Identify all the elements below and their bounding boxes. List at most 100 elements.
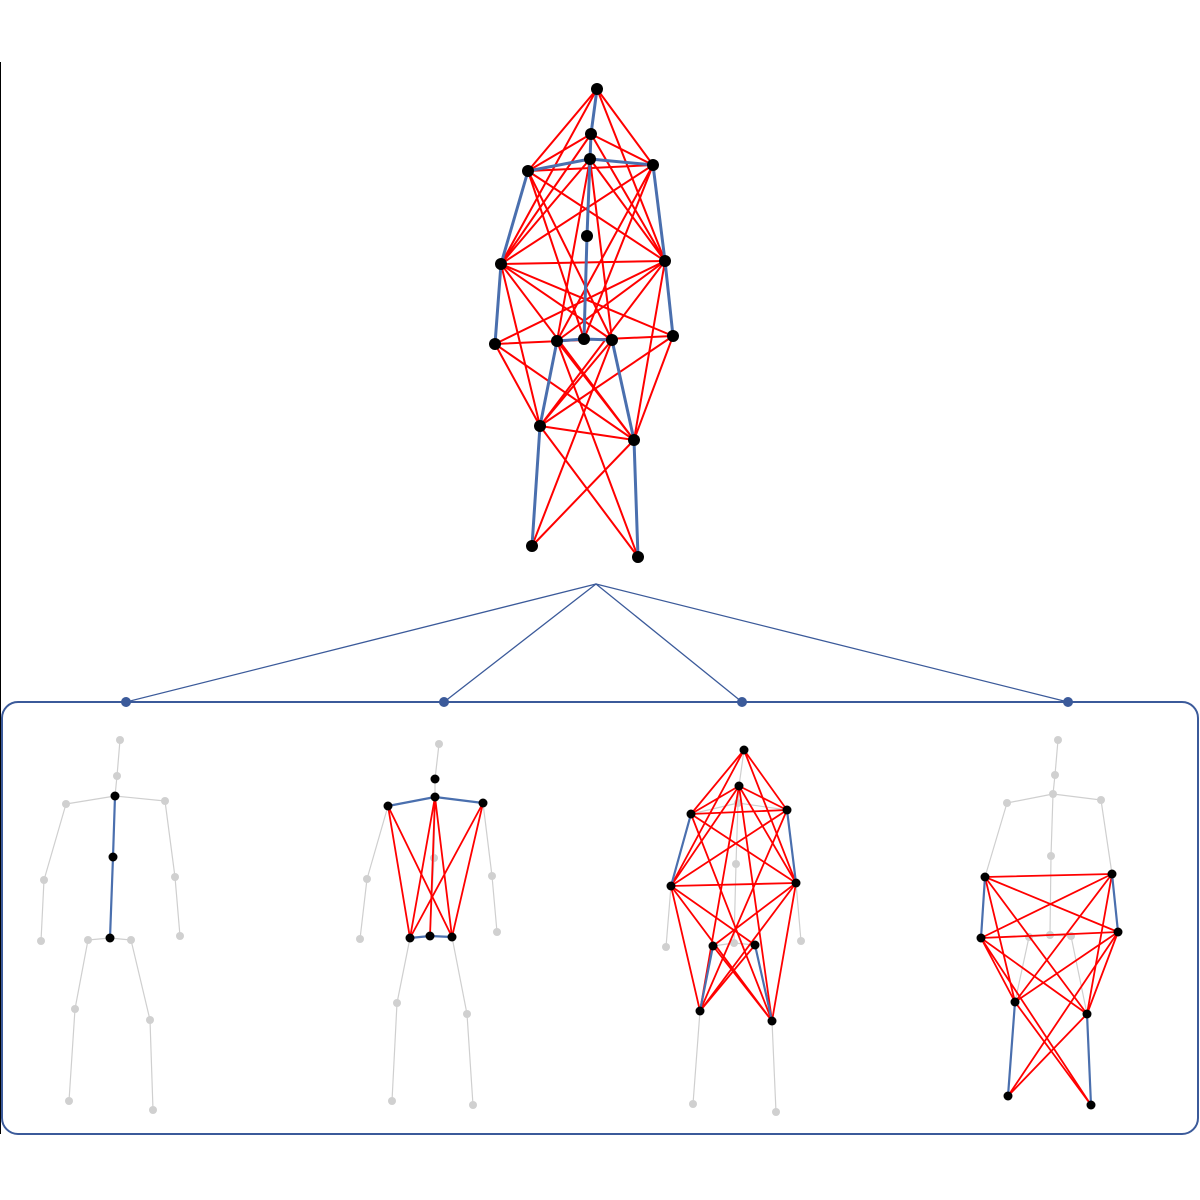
- joint-l_ankle: [1003, 1091, 1013, 1101]
- red-edge-head-r_knee: [738, 785, 773, 1022]
- joint-r_ankle: [1086, 1100, 1096, 1110]
- red-edge-head_top-l_shoulder: [690, 749, 745, 815]
- faded-joint-l_wrist: [356, 935, 364, 943]
- joint-r_knee: [767, 1016, 777, 1026]
- joint-l_shoulder: [686, 809, 696, 819]
- joint-r_shoulder: [647, 159, 659, 171]
- joint-neck: [430, 792, 440, 802]
- faded-joint-spine: [430, 854, 438, 862]
- faded-joint-l_wrist: [662, 943, 670, 951]
- faded-joint-r_wrist: [797, 937, 805, 945]
- faded-joint-r_hip: [127, 936, 135, 944]
- skeleton-spine: [37, 736, 184, 1114]
- blue-edge-l_shoulder-l_elbow: [669, 812, 693, 888]
- faded-joint-l_knee: [393, 999, 401, 1007]
- red-edge-l_knee-r_knee: [539, 425, 635, 441]
- red-edge-head-r_shoulder: [590, 133, 654, 166]
- red-edge-r_hip-l_knee: [539, 339, 613, 427]
- joint-head_top: [739, 745, 749, 755]
- tree-node-4: [1063, 697, 1073, 707]
- faded-joint-r_knee: [463, 1010, 471, 1018]
- joint-r_hip: [447, 932, 457, 942]
- red-edge-l_shoulder-r_shoulder: [690, 809, 788, 815]
- red-edge-head_top-l_elbow: [500, 88, 598, 265]
- red-edge-neck-r_elbow: [589, 158, 666, 262]
- faded-joint-l_ankle: [689, 1100, 697, 1108]
- faded-joint-r_shoulder: [161, 797, 169, 805]
- red-edge-r_hip-l_ankle: [531, 339, 613, 547]
- panel-border: [1, 701, 1199, 1135]
- red-edge-r_shoulder-l_elbow: [500, 164, 654, 265]
- faded-joint-head: [1051, 771, 1059, 779]
- red-edge-l_wrist-l_knee: [980, 937, 1016, 1003]
- tree-edge-3: [595, 583, 743, 703]
- red-edge-head-l_elbow: [500, 133, 592, 265]
- blue-edge-r_knee-r_ankle: [632, 438, 640, 559]
- faded-joint-l_elbow: [40, 876, 48, 884]
- joint-r_knee: [628, 434, 640, 446]
- blue-edge-head_top-head: [589, 87, 599, 136]
- red-edge-r_wrist-l_knee: [539, 335, 674, 427]
- blue-edge-neck-spine: [111, 794, 117, 859]
- joint-l_shoulder: [383, 801, 393, 811]
- joint-l_elbow: [666, 881, 676, 891]
- joint-r_elbow: [659, 255, 671, 267]
- partition-skeletons: [37, 736, 1123, 1116]
- faded-bone-l_elbow-l_wrist: [359, 878, 368, 940]
- red-edge-r_knee-l_ankle: [531, 439, 635, 547]
- blue-edge-neck-l_shoulder: [386, 795, 437, 808]
- red-edge-l_elbow-r_hip: [670, 885, 756, 946]
- red-edge-r_elbow-l_knee: [1014, 873, 1113, 1003]
- joint-neck: [584, 153, 596, 165]
- red-edge-head-l_elbow: [670, 785, 740, 887]
- blue-edge-r_knee-r_ankle: [1085, 1012, 1093, 1107]
- red-edge-l_hip-r_ankle: [556, 340, 639, 558]
- blue-edge-l_hip-l_knee: [698, 944, 715, 1013]
- red-edge-l_wrist-r_knee: [494, 343, 635, 441]
- red-edge-head_top-r_shoulder: [743, 749, 788, 811]
- faded-bone-neck-l_shoulder: [1006, 793, 1054, 804]
- faded-bone-l_elbow-l_wrist: [665, 885, 672, 948]
- faded-bone-head_top-head: [1054, 739, 1059, 776]
- joint-l_elbow: [495, 258, 507, 270]
- faded-joint-r_ankle: [469, 1101, 477, 1109]
- red-edge-r_shoulder-pelvis: [583, 164, 654, 340]
- blue-edge-r_elbow-r_wrist: [1110, 872, 1120, 934]
- joint-l_knee: [534, 420, 546, 432]
- red-edge-l_elbow-r_elbow: [500, 260, 666, 265]
- red-edge-r_shoulder-l_hip: [556, 164, 654, 342]
- blue-edge-r_elbow-r_wrist: [663, 259, 675, 338]
- red-edge-l_wrist-r_ankle: [980, 937, 1092, 1106]
- red-edge-r_elbow-r_knee: [771, 882, 797, 1022]
- red-edge-l_hip-r_knee: [556, 340, 635, 441]
- faded-joint-spine: [732, 860, 740, 868]
- red-edge-head-r_elbow: [738, 785, 797, 884]
- faded-joint-l_wrist: [37, 937, 45, 945]
- joint-l_knee: [1010, 997, 1020, 1007]
- blue-edge-spine-pelvis: [582, 234, 589, 341]
- faded-joint-pelvis: [730, 939, 738, 947]
- faded-bone-l_hip-l_knee: [74, 939, 89, 1010]
- red-edge-head_top-l_elbow: [670, 749, 745, 887]
- red-edge-l_hip-r_knee: [712, 945, 773, 1022]
- faded-bone-neck-r_shoulder: [114, 795, 166, 802]
- joint-neck: [110, 791, 120, 801]
- faded-bone-l_shoulder-l_elbow: [984, 802, 1008, 878]
- red-edge-head-l_shoulder: [527, 133, 592, 172]
- red-edge-l_wrist-l_knee: [494, 343, 541, 427]
- red-edge-l_elbow-r_knee: [984, 876, 1088, 1015]
- red-edge-l_elbow-r_hip: [500, 263, 613, 341]
- blue-edge-l_elbow-l_wrist: [493, 262, 503, 346]
- red-edge-neck-l_elbow: [500, 158, 591, 265]
- faded-bone-neck-spine: [735, 802, 739, 865]
- joint-r_wrist: [667, 330, 679, 342]
- blue-edge-neck-spine: [585, 157, 592, 238]
- faded-joint-r_wrist: [493, 928, 501, 936]
- faded-joint-l_elbow: [363, 875, 371, 883]
- red-edge-r_elbow-l_wrist: [494, 260, 666, 345]
- red-edge-head_top-r_shoulder: [596, 88, 654, 166]
- joint-r_elbow: [791, 878, 801, 888]
- joint-head: [585, 128, 597, 140]
- blue-edge-r_hip-r_knee: [610, 338, 636, 442]
- faded-joint-r_ankle: [772, 1108, 780, 1116]
